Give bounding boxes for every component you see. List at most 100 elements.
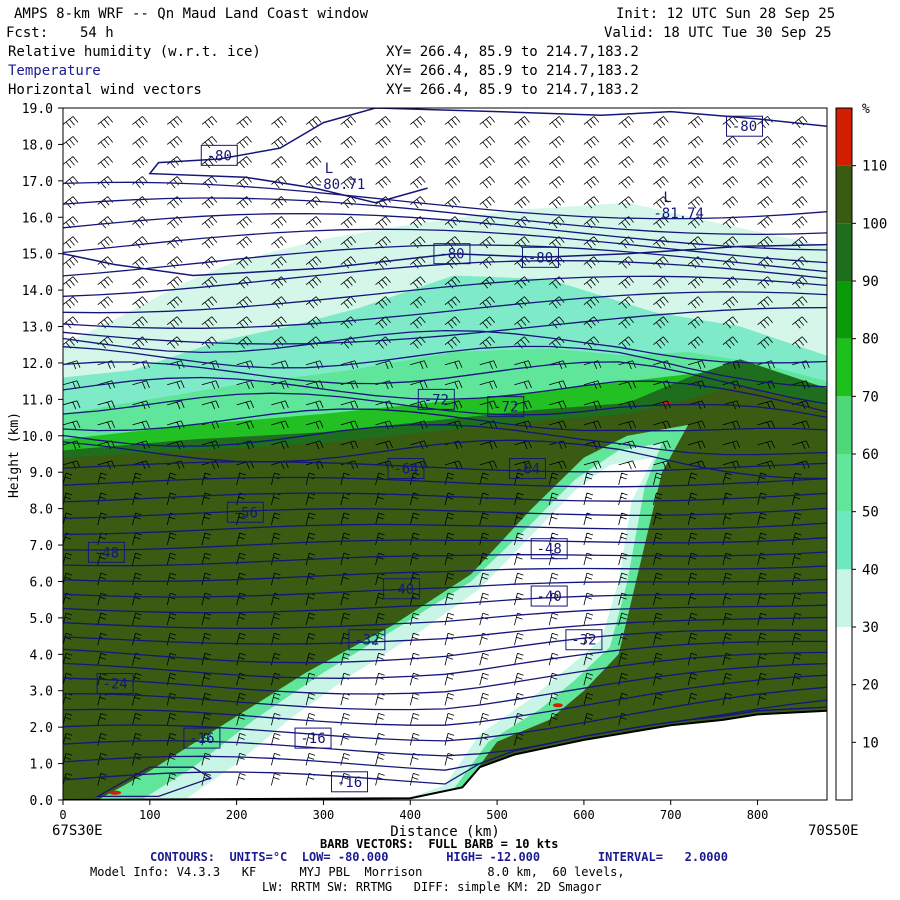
y-tick-label: 10.0 <box>22 430 53 445</box>
contour-label-text: -16 <box>300 731 325 747</box>
colorbar-label: 30 <box>862 620 879 636</box>
rh-max-spot <box>552 703 563 708</box>
contour-label: -48 <box>530 538 568 560</box>
y-tick-label: 11.0 <box>22 393 53 408</box>
contour-labels: -80 -80 -80 -80 -72 -72 -64 -64 -56 -48 -48 -40 -40 -… <box>87 115 764 793</box>
temperature-contour <box>63 522 827 536</box>
temperature-contour <box>63 591 827 614</box>
colorbar-label: 80 <box>862 332 879 348</box>
temperature-contour <box>63 461 827 473</box>
contour-label-text: -16 <box>189 731 214 747</box>
colorbar-swatch <box>836 223 852 281</box>
low-mark: L <box>663 190 671 206</box>
temperature-contour <box>63 275 827 314</box>
contour-label: -16 <box>294 727 332 749</box>
x-tick-label: 200 <box>226 808 248 822</box>
colorbar-label: 40 <box>862 562 879 578</box>
x-tick-label: 600 <box>573 808 595 822</box>
temperature-contour <box>63 392 827 419</box>
rh-max-spot <box>109 790 122 795</box>
x-tick-label: 500 <box>486 808 508 822</box>
y-axis-label: Height (km) <box>7 412 22 498</box>
contour-label-text: -64 <box>515 462 540 478</box>
contour-label-text: -40 <box>389 582 414 598</box>
temperature-contour <box>63 629 827 664</box>
colorbar-swatch <box>836 165 852 224</box>
temperature-contour <box>63 651 827 695</box>
colorbar-unit: % <box>862 102 870 117</box>
colorbar-label: 70 <box>862 389 879 405</box>
y-tick-label: 19.0 <box>22 102 53 117</box>
forecast-label: Fcst: <box>6 25 49 41</box>
contour-label: -32 <box>565 629 603 651</box>
contour-label: -40 <box>530 585 568 607</box>
low-value: -81.74 <box>653 206 704 222</box>
contour-label-text: -48 <box>537 542 562 558</box>
temperature-contour <box>63 376 827 413</box>
temperature-contour <box>63 674 827 726</box>
contour-label-text: -48 <box>94 545 119 561</box>
colorbar-swatch <box>836 627 852 685</box>
temperature-contour <box>63 686 827 742</box>
valid-time: Valid: 18 UTC Tue 30 Sep 25 <box>604 25 832 41</box>
low-value: -80.71 <box>315 177 366 193</box>
colorbar-swatch <box>836 396 852 454</box>
contour-label: -48 <box>87 541 125 563</box>
temperature-contour <box>148 108 827 204</box>
colorbar-label: 90 <box>862 274 879 290</box>
y-tick-label: 1.0 <box>30 758 53 773</box>
temperature-contour <box>63 604 827 630</box>
temperature-contour <box>63 244 827 277</box>
y-tick-label: 18.0 <box>22 138 53 153</box>
colorbar-label: 20 <box>862 678 879 694</box>
y-tick-label: 12.0 <box>22 357 53 372</box>
temperature-contour <box>63 345 827 388</box>
contour-label-text: -16 <box>337 775 362 791</box>
contour-label: -80 <box>522 246 559 268</box>
contour-label: -16 <box>331 771 368 793</box>
y-tick-label: 7.0 <box>30 539 53 554</box>
y-tick-label: 0.0 <box>30 794 53 809</box>
contour-label-text: -80 <box>439 247 464 263</box>
colorbar-swatch <box>836 454 852 512</box>
temperature-contours <box>63 108 827 798</box>
colorbar-swatch <box>836 742 852 800</box>
chart-title: AMPS 8-km WRF -- Qn Maud Land Coast wind… <box>14 6 369 22</box>
y-tick-label: 16.0 <box>22 211 53 226</box>
y-tick-label: 14.0 <box>22 284 53 299</box>
temperature-contour <box>95 766 213 798</box>
temperature-contour <box>63 699 827 757</box>
temperature-contour <box>63 259 827 297</box>
y-tick-label: 3.0 <box>30 685 53 700</box>
temperature-contour <box>63 439 827 480</box>
temperature-contour <box>63 565 827 582</box>
field-wind-xy: XY= 266.4, 85.9 to 214.7,183.2 <box>386 82 639 98</box>
x-tick-label: 0 <box>59 808 66 822</box>
dry-band-mid <box>141 443 663 800</box>
temperature-contour <box>63 476 827 488</box>
contour-label: -56 <box>226 501 264 523</box>
temperature-contour <box>63 578 827 598</box>
x-tick-label: 300 <box>313 808 335 822</box>
temperature-contour <box>63 197 827 236</box>
y-tick-label: 4.0 <box>30 648 53 663</box>
field-rh-xy: XY= 266.4, 85.9 to 214.7,183.2 <box>386 44 639 60</box>
y-tick-label: 5.0 <box>30 612 53 627</box>
forecast-hours: 54 h <box>80 25 114 41</box>
temperature-contour <box>63 181 827 220</box>
colorbar-label: 60 <box>862 447 879 463</box>
contour-label-text: -24 <box>102 676 127 692</box>
field-rh-name: Relative humidity (w.r.t. ice) <box>8 44 261 60</box>
x-axis: 0 100 200 300 400 500 600 700 800 <box>59 800 768 822</box>
y-tick-label: 2.0 <box>30 721 53 736</box>
colorbar-swatch <box>836 338 852 397</box>
temperature-contour <box>63 329 827 364</box>
contour-label: -64 <box>387 458 425 480</box>
contour-label-text: -32 <box>571 633 596 649</box>
temperature-contour <box>63 616 827 645</box>
temperature-contour <box>63 551 827 567</box>
x-left-location: 67S30E <box>52 823 103 839</box>
x-tick-label: 700 <box>660 808 682 822</box>
temperature-contour <box>63 424 827 456</box>
